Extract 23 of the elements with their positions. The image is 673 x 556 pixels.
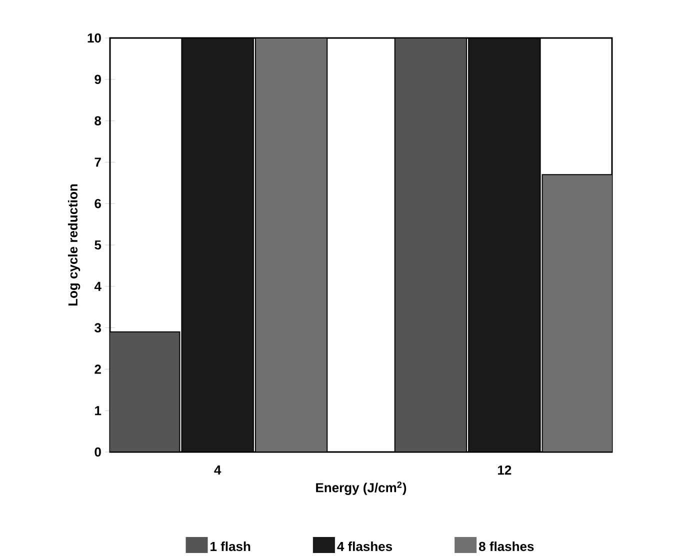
bar	[110, 331, 180, 452]
y-tick-label: 3	[94, 322, 101, 332]
bar	[254, 38, 328, 452]
y-tick-label: 2	[94, 364, 101, 374]
y-tick-label: 5	[94, 240, 102, 250]
x-axis-title: Energy (J/cm$^{2}$)	[316, 481, 406, 495]
legend-label: 1 flash	[210, 541, 250, 551]
bar	[542, 174, 612, 452]
bar	[181, 38, 254, 452]
y-tick-label: 10	[88, 33, 101, 42]
y-tick-label: 1	[95, 406, 102, 415]
y-tick-label: 4	[94, 282, 102, 291]
x-tick-label: 12	[498, 465, 512, 474]
bar	[394, 38, 468, 452]
y-tick-label: 7	[94, 158, 101, 166]
y-tick-label: 8	[94, 116, 102, 126]
y-tick-label: 9	[94, 74, 101, 84]
y-axis-title: Log cycle reduction	[68, 184, 80, 306]
legend-label: 4 flashes	[337, 541, 392, 551]
y-tick-label: 6	[94, 198, 101, 208]
legend-label: 8 flashes	[478, 541, 534, 551]
bar	[468, 38, 541, 452]
y-tick-label: 0	[94, 447, 101, 456]
